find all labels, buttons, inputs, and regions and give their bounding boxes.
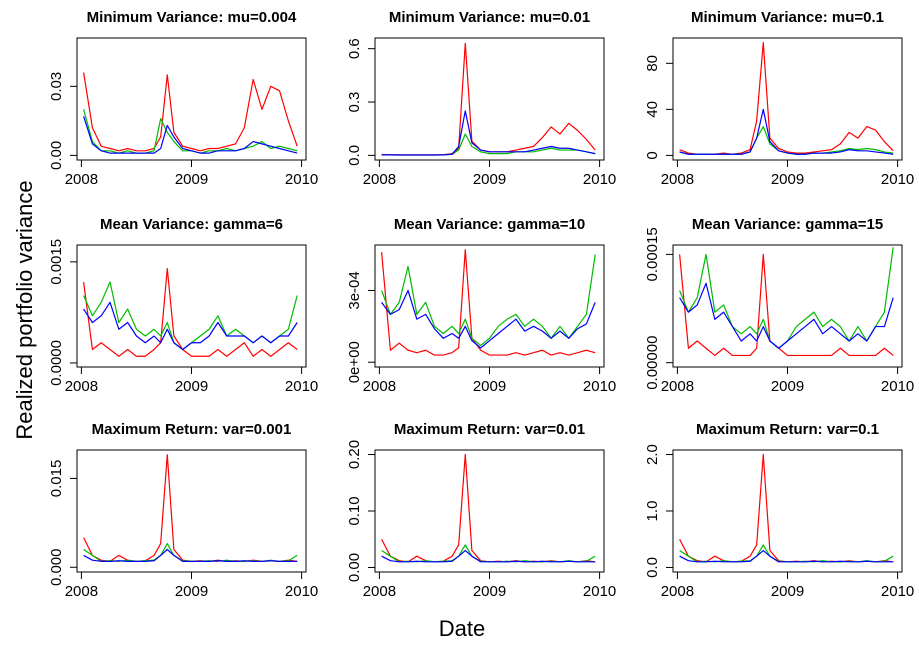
y-tick-label: 0.0 <box>346 145 363 166</box>
series-line <box>381 42 596 156</box>
series-line <box>381 289 596 349</box>
x-tick-label: 2010 <box>583 583 616 600</box>
plot-frame <box>76 37 307 161</box>
y-tick-label: 0.03 <box>48 72 65 101</box>
x-tick-label: 2009 <box>175 583 208 600</box>
y-tick-label: 0.00 <box>48 141 65 170</box>
y-tick-label: 0.20 <box>346 440 363 469</box>
plot-frame <box>374 37 605 161</box>
x-tick-label: 2010 <box>285 171 318 188</box>
x-tick-label: 2009 <box>473 171 506 188</box>
series-line <box>381 254 596 347</box>
series-line <box>679 453 894 563</box>
y-tick-label: 0.0015 <box>48 239 65 285</box>
series-line <box>83 454 298 562</box>
y-tick-label: 80 <box>644 55 661 72</box>
series-line <box>83 301 298 351</box>
y-tick-label: 0.10 <box>346 496 363 525</box>
plot-frame <box>76 449 307 573</box>
series-line <box>83 542 298 562</box>
x-tick-label: 2009 <box>771 171 804 188</box>
chart-title: Maximum Return: var=0.1 <box>696 421 879 438</box>
chart-title: Maximum Return: var=0.001 <box>92 421 292 438</box>
y-tick-label: 0.00015 <box>644 227 661 281</box>
y-tick-label: 1.0 <box>644 501 661 522</box>
plot-frame <box>672 449 903 573</box>
x-tick-label: 2009 <box>175 171 208 188</box>
y-tick-label: 40 <box>644 101 661 118</box>
y-tick-label: 2.0 <box>644 444 661 465</box>
x-tick-label: 2010 <box>285 378 318 395</box>
series-line <box>679 42 894 155</box>
plot-frame <box>374 244 605 368</box>
chart-title: Minimum Variance: mu=0.01 <box>389 9 590 26</box>
x-tick-label: 2008 <box>661 171 694 188</box>
y-tick-label: 0.6 <box>346 38 363 59</box>
series-line <box>679 126 894 155</box>
series-line <box>679 549 894 563</box>
series-line <box>83 281 298 351</box>
chart-title: Mean Variance: gamma=15 <box>692 216 883 233</box>
series-line <box>381 544 596 563</box>
y-axis-label: Realized portfolio variance <box>12 180 37 439</box>
x-tick-label: 2008 <box>65 171 98 188</box>
series-line <box>679 253 894 357</box>
x-tick-label: 2010 <box>881 378 914 395</box>
x-tick-label: 2008 <box>363 583 396 600</box>
y-tick-label: 0.00000 <box>644 336 661 390</box>
y-tick-label: 0e+00 <box>346 341 363 383</box>
y-tick-label: 0 <box>644 151 661 159</box>
series-line <box>679 247 894 349</box>
series-line <box>83 109 298 154</box>
series-line <box>679 544 894 563</box>
y-tick-label: 0.3 <box>346 92 363 113</box>
x-axis-label: Date <box>439 616 485 641</box>
x-tick-label: 2010 <box>881 171 914 188</box>
plot-frame <box>672 37 903 161</box>
chart-title: Minimum Variance: mu=0.004 <box>87 9 297 26</box>
series-line <box>83 267 298 357</box>
series-line <box>381 110 596 156</box>
x-tick-label: 2010 <box>881 583 914 600</box>
chart-title: Minimum Variance: mu=0.1 <box>691 9 884 26</box>
series-line <box>679 108 894 155</box>
series-line <box>679 282 894 349</box>
y-tick-label: 3e-04 <box>346 271 363 309</box>
plot-frame <box>374 449 605 573</box>
chart-title: Mean Variance: gamma=10 <box>394 216 585 233</box>
series-line <box>83 548 298 562</box>
x-tick-label: 2008 <box>661 583 694 600</box>
y-tick-label: 0.000 <box>48 548 65 586</box>
x-tick-label: 2009 <box>473 378 506 395</box>
series-line <box>381 453 596 563</box>
y-tick-label: 0.0 <box>644 557 661 578</box>
y-tick-label: 0.00 <box>346 553 363 582</box>
x-tick-label: 2009 <box>473 583 506 600</box>
series-line <box>381 249 596 356</box>
x-tick-label: 2010 <box>285 583 318 600</box>
series-line <box>83 116 298 154</box>
x-tick-label: 2009 <box>771 583 804 600</box>
x-tick-label: 2008 <box>363 171 396 188</box>
series-line <box>381 549 596 563</box>
chart-title: Maximum Return: var=0.01 <box>394 421 585 438</box>
y-tick-label: 0.015 <box>48 460 65 498</box>
chart-title: Mean Variance: gamma=6 <box>100 216 283 233</box>
x-tick-label: 2008 <box>65 583 98 600</box>
series-line <box>83 72 298 152</box>
x-tick-label: 2010 <box>583 378 616 395</box>
x-tick-label: 2008 <box>65 378 98 395</box>
x-tick-label: 2009 <box>771 378 804 395</box>
x-tick-label: 2008 <box>363 378 396 395</box>
x-tick-label: 2008 <box>661 378 694 395</box>
x-tick-label: 2010 <box>583 171 616 188</box>
y-tick-label: 0.0000 <box>48 340 65 386</box>
x-tick-label: 2009 <box>175 378 208 395</box>
